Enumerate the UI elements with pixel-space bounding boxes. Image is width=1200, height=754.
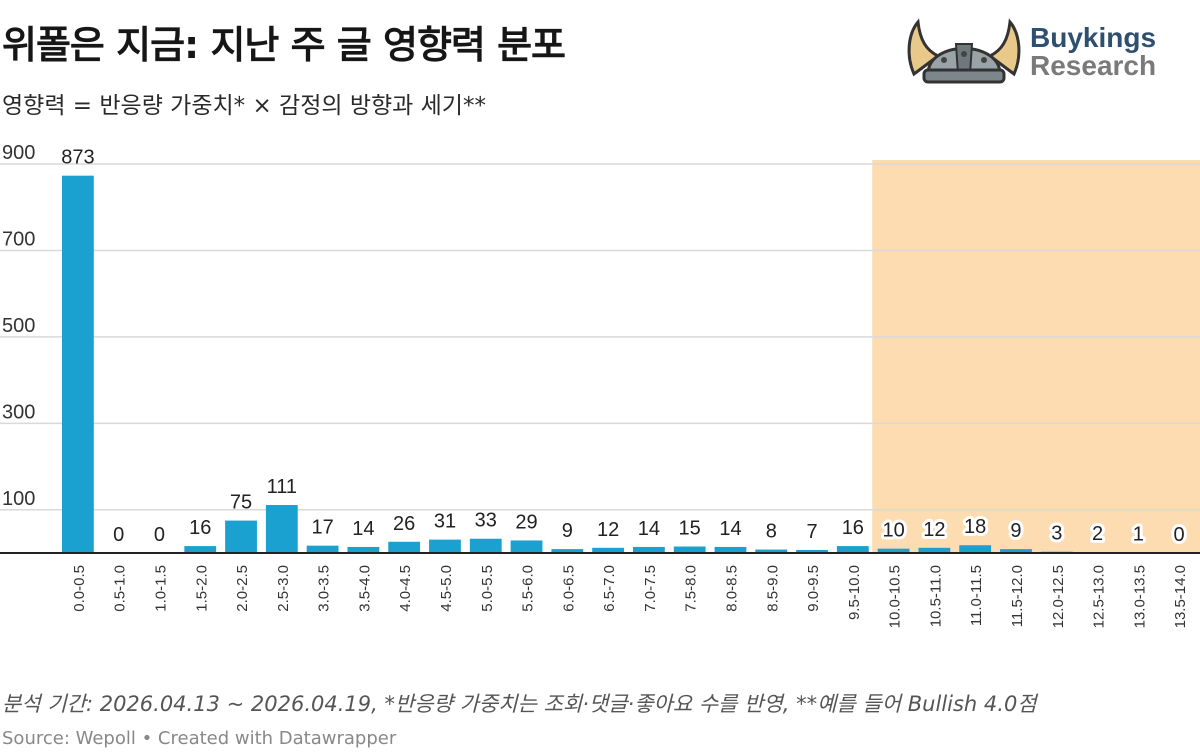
bar (592, 547, 625, 553)
x-tick-label: 2.0-2.5 (234, 565, 251, 612)
data-label: 14 (719, 518, 741, 540)
data-label: 16 (189, 517, 211, 539)
bar (959, 545, 992, 553)
footer-note: 분석 기간: 2026.04.13 ~ 2026.04.19, *반응량 가중치… (2, 692, 1037, 716)
bar (877, 548, 910, 553)
x-tick-label: 7.0-7.5 (642, 565, 659, 612)
bar (632, 546, 665, 553)
bar (714, 546, 747, 553)
x-tick-label: 11.0-11.5 (968, 565, 985, 626)
x-tick-label: 1.5-2.0 (193, 565, 210, 612)
data-label: 111 (267, 476, 297, 498)
bar (755, 549, 788, 553)
data-label: 17 (311, 517, 333, 539)
data-label: 26 (393, 513, 415, 535)
data-label: 0 (113, 524, 124, 546)
x-tick-label: 7.5-8.0 (683, 565, 700, 612)
data-label: 9 (1010, 520, 1021, 542)
data-label: 33 (475, 510, 497, 532)
x-tick-label: 5.5-6.0 (520, 565, 537, 612)
x-tick-label: 3.5-4.0 (356, 565, 373, 612)
data-label: 15 (679, 518, 701, 540)
viking-helmet-icon (907, 18, 1021, 84)
bar (796, 549, 828, 553)
data-label: 1 (1133, 524, 1144, 546)
x-tick-label: 6.5-7.0 (601, 565, 618, 612)
x-tick-label: 8.0-8.5 (723, 565, 740, 612)
y-tick-label: 100 (2, 488, 35, 510)
x-tick-label: 9.5-10.0 (846, 565, 863, 620)
data-label: 12 (923, 519, 945, 541)
data-label: 12 (597, 519, 619, 541)
bar (469, 538, 502, 553)
data-label: 18 (964, 516, 986, 538)
x-tick-label: 12.0-12.5 (1050, 565, 1067, 628)
bar (1000, 549, 1032, 553)
logo-line2: Research (1030, 50, 1157, 81)
x-tick-label: 3.0-3.5 (316, 565, 333, 612)
bar (510, 540, 543, 553)
data-label: 10 (882, 520, 904, 542)
x-tick-label: 12.5-13.0 (1091, 565, 1108, 628)
bar (265, 505, 298, 553)
x-tick-label: 8.5-9.0 (764, 565, 781, 612)
x-tick-label: 1.0-1.5 (152, 565, 169, 612)
x-tick-label: 4.5-5.0 (438, 565, 455, 612)
y-tick-label: 500 (2, 315, 35, 337)
x-tick-label: 5.0-5.5 (479, 565, 496, 612)
x-tick-label: 6.0-6.5 (560, 565, 577, 612)
data-label: 8 (766, 521, 777, 543)
bar (388, 541, 421, 553)
bar (918, 547, 951, 553)
x-tick-label: 9.0-9.5 (805, 565, 822, 612)
chart-title: 위폴은 지금: 지난 주 글 영향력 분포 (2, 23, 566, 67)
bar (551, 549, 584, 553)
bar (61, 175, 94, 554)
logo-line1: Buykings (1030, 22, 1157, 53)
y-tick-label: 900 (2, 142, 35, 164)
data-label: 9 (562, 520, 573, 542)
bar (306, 545, 339, 553)
x-tick-label: 13.0-13.5 (1131, 565, 1148, 628)
x-tick-label: 0.5-1.0 (112, 565, 129, 612)
data-label: 3 (1051, 523, 1062, 545)
data-label: 29 (515, 511, 537, 533)
bar (673, 546, 706, 553)
highlight-band (872, 160, 1200, 553)
x-tick-label: 4.0-4.5 (397, 565, 414, 612)
x-tick-label: 2.5-3.0 (275, 565, 292, 612)
y-tick-label: 300 (2, 401, 35, 423)
source-credit: Source: Wepoll • Created with Datawrappe… (2, 728, 397, 749)
data-label: 7 (806, 521, 817, 543)
data-label: 31 (434, 511, 456, 533)
x-tick-label: 10.5-11.0 (927, 565, 944, 627)
chart-subtitle: 영향력 = 반응량 가중치* × 감정의 방향과 세기** (2, 93, 486, 119)
y-tick-label: 700 (2, 228, 35, 250)
brand-logo: Buykings Research (904, 16, 1174, 86)
data-label: 0 (154, 524, 165, 546)
bar (429, 539, 461, 553)
x-tick-label: 13.5-14.0 (1172, 565, 1189, 628)
data-label: 16 (842, 517, 864, 539)
data-label: 2 (1092, 523, 1103, 545)
x-tick-label: 11.5-12.0 (1009, 565, 1026, 627)
bar (347, 546, 380, 553)
bar (836, 546, 869, 553)
bar (225, 520, 257, 553)
data-label: 14 (352, 518, 374, 540)
data-label: 14 (638, 518, 660, 540)
bar (184, 546, 217, 553)
data-label: 0 (1174, 524, 1185, 546)
x-tick-label: 10.0-10.5 (887, 565, 904, 628)
data-label: 75 (230, 492, 252, 514)
x-tick-label: 0.0-0.5 (71, 565, 88, 612)
data-label: 873 (61, 147, 94, 169)
